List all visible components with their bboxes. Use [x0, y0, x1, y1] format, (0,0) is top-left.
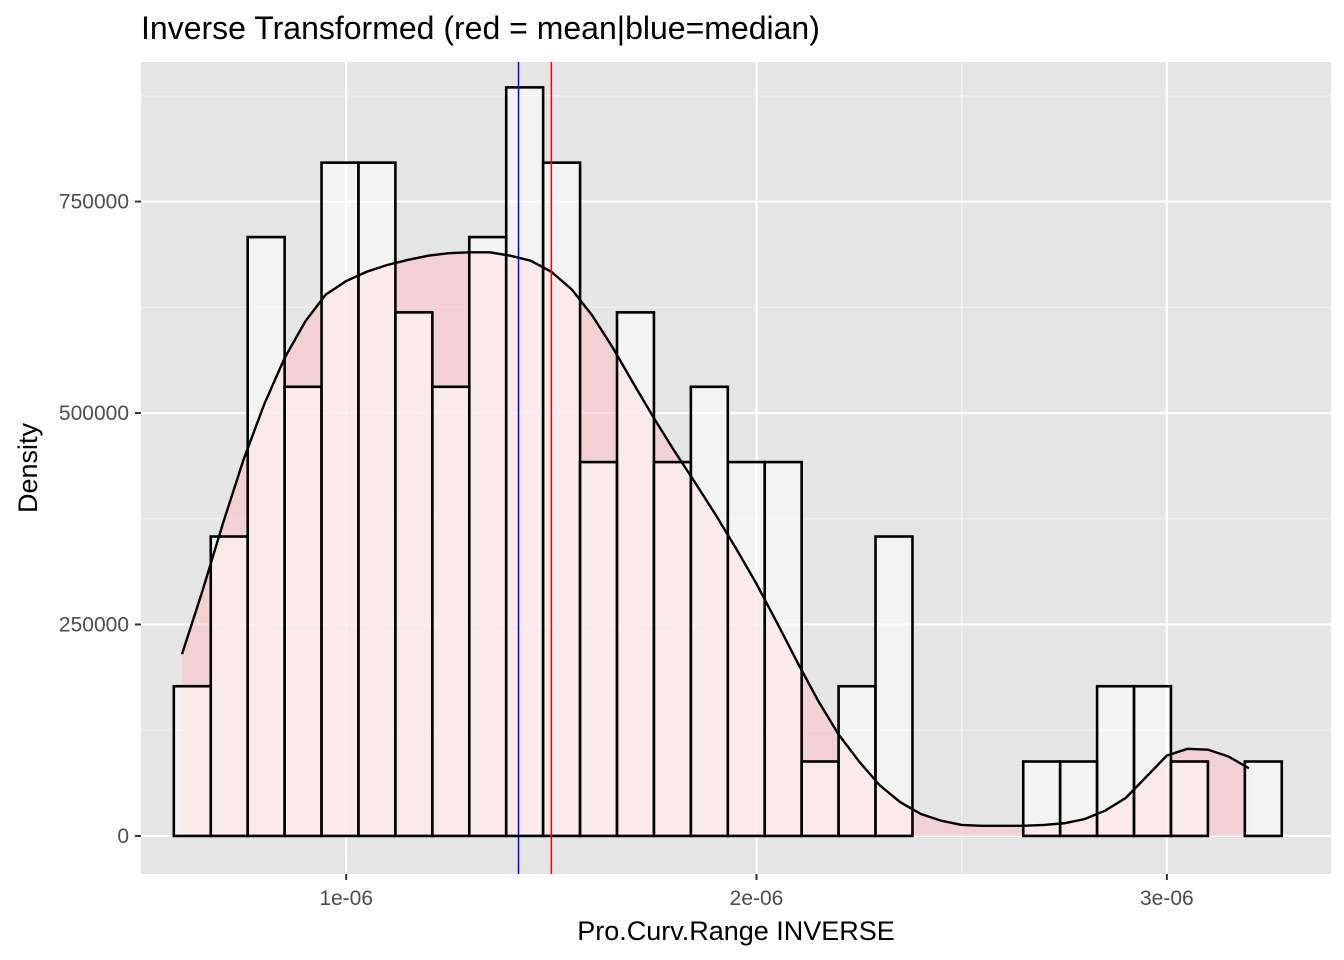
x-tick-label: 1e-06 — [319, 887, 373, 910]
histogram-bars — [172, 86, 1284, 838]
x-tick-label: 3e-06 — [1140, 887, 1194, 910]
histogram-bar — [763, 460, 803, 838]
plot-panel — [141, 62, 1331, 874]
histogram-bar — [283, 385, 323, 838]
histogram-bar — [837, 684, 877, 838]
histogram-bar — [615, 311, 656, 838]
histogram-bar — [874, 535, 914, 838]
reference-lines — [517, 62, 553, 874]
histogram-bar — [1058, 760, 1099, 838]
y-tick-label: 0 — [117, 825, 129, 848]
y-axis-title: Density — [13, 422, 43, 513]
histogram-bar — [504, 86, 545, 838]
histogram-bar — [578, 460, 619, 838]
histogram-bar — [652, 460, 693, 838]
x-axis: 1e-06 2e-06 3e-06 — [319, 874, 1194, 910]
y-axis: 0 250000 500000 750000 — [59, 191, 141, 848]
histogram-bar — [394, 311, 434, 838]
x-tick-label: 2e-06 — [730, 887, 784, 910]
density-curve — [180, 251, 1250, 827]
histogram-bar — [467, 235, 508, 838]
histogram-bar — [1095, 684, 1136, 838]
histogram-bar — [320, 161, 360, 838]
histogram-bar — [246, 235, 286, 838]
y-tick-label: 500000 — [59, 402, 129, 425]
histogram-bar — [1243, 760, 1284, 838]
x-axis-title: Pro.Curv.Range INVERSE — [577, 916, 895, 946]
histogram-bar — [209, 535, 249, 838]
chart-title: Inverse Transformed (red = mean|blue=med… — [141, 10, 820, 46]
histogram-bar — [541, 161, 582, 838]
histogram-bar — [689, 385, 730, 838]
histogram-bar — [1169, 760, 1210, 838]
histogram-bar — [726, 460, 767, 838]
y-tick-label: 750000 — [59, 191, 129, 214]
histogram-bar — [431, 385, 471, 838]
histogram-bar — [1132, 684, 1173, 838]
histogram-bar — [800, 760, 840, 838]
histogram-bar — [172, 684, 213, 838]
density-line-layer — [180, 251, 1250, 827]
y-tick-label: 250000 — [59, 613, 129, 636]
